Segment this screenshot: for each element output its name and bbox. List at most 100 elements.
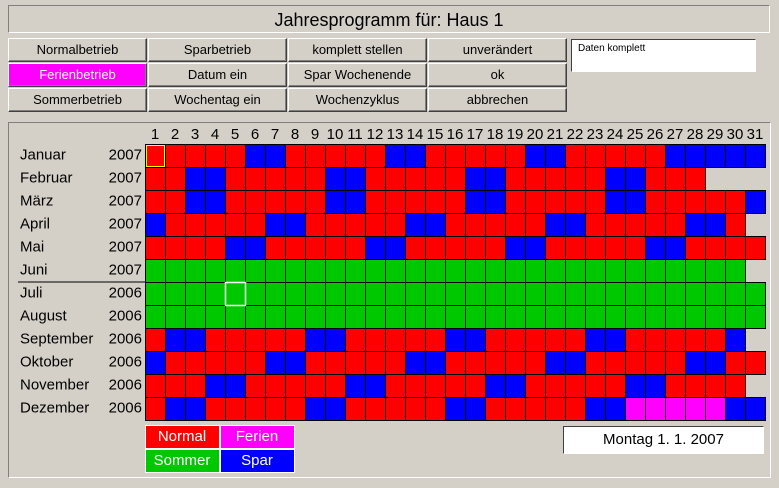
day-cell[interactable] bbox=[305, 236, 326, 260]
day-cell[interactable] bbox=[705, 213, 726, 237]
button[interactable]: Sommerbetrieb bbox=[8, 88, 147, 112]
day-cell[interactable] bbox=[565, 305, 586, 329]
day-cell[interactable] bbox=[725, 259, 746, 283]
day-cell[interactable] bbox=[465, 236, 486, 260]
day-cell[interactable] bbox=[605, 305, 626, 329]
day-cell[interactable] bbox=[505, 190, 526, 214]
day-cell[interactable] bbox=[605, 397, 626, 421]
day-cell[interactable] bbox=[265, 351, 286, 375]
day-cell[interactable] bbox=[625, 374, 646, 398]
day-cell[interactable] bbox=[685, 259, 706, 283]
day-cell[interactable] bbox=[365, 213, 386, 237]
button[interactable]: Datum ein bbox=[148, 63, 287, 87]
day-cell[interactable] bbox=[345, 190, 366, 214]
day-cell[interactable] bbox=[745, 351, 766, 375]
day-cell[interactable] bbox=[225, 328, 246, 352]
day-cell[interactable] bbox=[645, 328, 666, 352]
day-cell[interactable] bbox=[225, 213, 246, 237]
day-cell[interactable] bbox=[265, 190, 286, 214]
day-cell[interactable] bbox=[585, 397, 606, 421]
day-cell[interactable] bbox=[205, 167, 226, 191]
day-cell[interactable] bbox=[645, 374, 666, 398]
day-cell[interactable] bbox=[185, 374, 206, 398]
day-cell[interactable] bbox=[625, 305, 646, 329]
button[interactable]: Normalbetrieb bbox=[8, 38, 147, 62]
day-cell[interactable] bbox=[705, 351, 726, 375]
legend-label[interactable]: Sommer bbox=[154, 452, 211, 469]
day-cell[interactable] bbox=[545, 190, 566, 214]
day-cell[interactable] bbox=[525, 259, 546, 283]
day-cell[interactable] bbox=[665, 305, 686, 329]
day-cell[interactable] bbox=[325, 397, 346, 421]
day-cell[interactable] bbox=[505, 144, 526, 168]
day-cell[interactable] bbox=[585, 305, 606, 329]
day-cell[interactable] bbox=[445, 213, 466, 237]
day-cell[interactable] bbox=[165, 305, 186, 329]
day-cell[interactable] bbox=[405, 167, 426, 191]
day-cell[interactable] bbox=[405, 236, 426, 260]
day-cell[interactable] bbox=[265, 259, 286, 283]
day-cell[interactable] bbox=[725, 213, 746, 237]
day-cell[interactable] bbox=[545, 374, 566, 398]
day-cell[interactable] bbox=[685, 190, 706, 214]
day-cell[interactable] bbox=[245, 259, 266, 283]
day-cell[interactable] bbox=[705, 374, 726, 398]
day-cell[interactable] bbox=[185, 397, 206, 421]
day-cell[interactable] bbox=[465, 282, 486, 306]
day-cell[interactable] bbox=[565, 328, 586, 352]
day-cell[interactable] bbox=[665, 259, 686, 283]
day-cell[interactable] bbox=[465, 351, 486, 375]
day-cell[interactable] bbox=[465, 328, 486, 352]
day-cell[interactable] bbox=[485, 190, 506, 214]
day-cell[interactable] bbox=[685, 305, 706, 329]
day-cell[interactable] bbox=[185, 351, 206, 375]
day-cell[interactable] bbox=[565, 259, 586, 283]
day-cell[interactable] bbox=[165, 397, 186, 421]
day-cell[interactable] bbox=[405, 213, 426, 237]
day-cell[interactable] bbox=[485, 282, 506, 306]
day-cell[interactable] bbox=[705, 259, 726, 283]
day-cell[interactable] bbox=[665, 328, 686, 352]
day-cell[interactable] bbox=[225, 259, 246, 283]
day-cell[interactable] bbox=[205, 328, 226, 352]
day-cell[interactable] bbox=[625, 213, 646, 237]
day-cell[interactable] bbox=[745, 236, 766, 260]
day-cell[interactable] bbox=[165, 282, 186, 306]
day-cell[interactable] bbox=[225, 282, 246, 306]
day-cell[interactable] bbox=[145, 236, 166, 260]
day-cell[interactable] bbox=[745, 397, 766, 421]
day-cell[interactable] bbox=[645, 259, 666, 283]
day-cell[interactable] bbox=[645, 190, 666, 214]
day-cell[interactable] bbox=[565, 167, 586, 191]
day-cell[interactable] bbox=[425, 167, 446, 191]
day-cell[interactable] bbox=[205, 305, 226, 329]
day-cell[interactable] bbox=[725, 397, 746, 421]
day-cell[interactable] bbox=[165, 190, 186, 214]
day-cell[interactable] bbox=[685, 397, 706, 421]
day-cell[interactable] bbox=[705, 397, 726, 421]
day-cell[interactable] bbox=[705, 328, 726, 352]
day-cell[interactable] bbox=[265, 374, 286, 398]
day-cell[interactable] bbox=[665, 213, 686, 237]
day-cell[interactable] bbox=[265, 328, 286, 352]
day-cell[interactable] bbox=[365, 259, 386, 283]
day-cell[interactable] bbox=[145, 397, 166, 421]
day-cell[interactable] bbox=[525, 213, 546, 237]
day-cell[interactable] bbox=[145, 144, 166, 168]
day-cell[interactable] bbox=[665, 167, 686, 191]
day-cell[interactable] bbox=[465, 305, 486, 329]
day-cell[interactable] bbox=[305, 282, 326, 306]
day-cell[interactable] bbox=[525, 167, 546, 191]
day-cell[interactable] bbox=[345, 397, 366, 421]
day-cell[interactable] bbox=[445, 167, 466, 191]
day-cell[interactable] bbox=[245, 351, 266, 375]
day-cell[interactable] bbox=[585, 190, 606, 214]
day-cell[interactable] bbox=[485, 397, 506, 421]
day-cell[interactable] bbox=[365, 282, 386, 306]
day-cell[interactable] bbox=[345, 328, 366, 352]
day-cell[interactable] bbox=[325, 236, 346, 260]
day-cell[interactable] bbox=[605, 167, 626, 191]
day-cell[interactable] bbox=[625, 282, 646, 306]
day-cell[interactable] bbox=[465, 259, 486, 283]
day-cell[interactable] bbox=[305, 351, 326, 375]
